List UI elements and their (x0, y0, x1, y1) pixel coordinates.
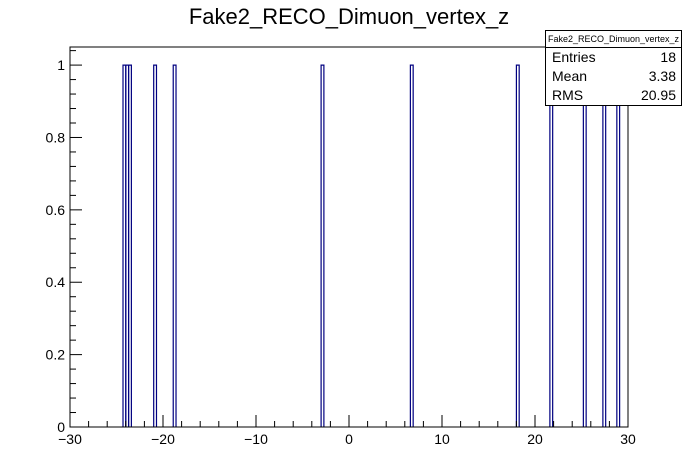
x-tick-label: 0 (345, 431, 353, 447)
histogram-bin (409, 64, 414, 427)
stats-label: Entries (552, 49, 596, 65)
histogram-bin (320, 64, 325, 427)
stats-value: 3.38 (648, 68, 676, 84)
histogram-bin (616, 64, 621, 427)
x-tick-label: 30 (620, 431, 636, 447)
y-tick-label: 0.6 (46, 202, 66, 218)
stats-row-entries: Entries 18 (546, 48, 681, 67)
x-axis: −30 −20 −10 0 10 20 30 (58, 415, 636, 447)
y-axis: 0 0.2 0.4 0.6 0.8 1 (46, 50, 82, 435)
stats-label: RMS (552, 87, 584, 103)
x-tick-label: 20 (527, 431, 543, 447)
y-tick-label: 0 (57, 419, 65, 435)
histogram-bin (582, 64, 587, 427)
stats-value: 18 (660, 49, 676, 65)
histogram-bin (602, 64, 607, 427)
stats-label: Mean (552, 68, 588, 84)
chart-title: Fake2_RECO_Dimuon_vertex_z (188, 4, 510, 29)
y-tick-label: 1 (57, 57, 65, 73)
y-tick-label: 0.4 (46, 274, 66, 290)
y-tick-label: 0.8 (46, 129, 66, 145)
x-tick-label: −20 (151, 431, 175, 447)
x-tick-label: −10 (244, 431, 268, 447)
stats-header: Fake2_RECO_Dimuon_vertex_z (546, 31, 681, 48)
histogram-bin (515, 64, 520, 427)
histogram-bin (153, 64, 158, 427)
histogram-bin (172, 64, 177, 427)
x-tick-label: −30 (58, 431, 82, 447)
stats-row-rms: RMS 20.95 (546, 86, 681, 105)
histogram-bin (549, 64, 554, 427)
stats-value: 20.95 (640, 87, 676, 103)
histogram-bars (122, 64, 621, 427)
stats-row-mean: Mean 3.38 (546, 67, 681, 86)
stats-box: Fake2_RECO_Dimuon_vertex_z Entries 18 Me… (545, 30, 682, 106)
x-tick-label: 10 (434, 431, 450, 447)
y-tick-label: 0.2 (46, 347, 66, 363)
histogram-bin (127, 64, 132, 427)
